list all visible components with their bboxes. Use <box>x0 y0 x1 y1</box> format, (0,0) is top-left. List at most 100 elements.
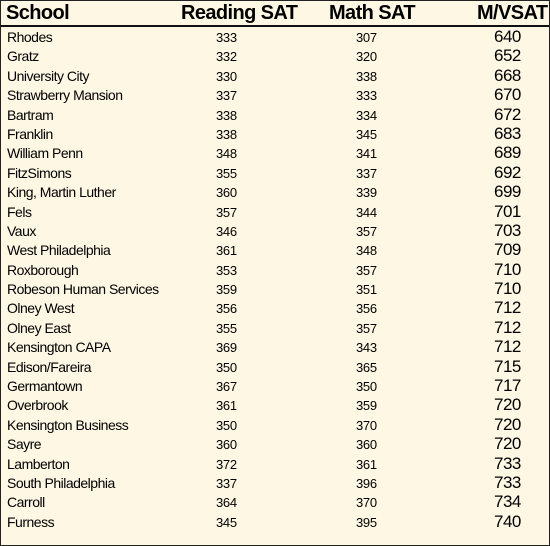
table-row: West Philadelphia 361 348 709 <box>1 241 549 260</box>
mvsat-cell: 703 <box>494 220 521 240</box>
reading-sat-cell: 360 <box>216 437 237 453</box>
table-row: Kensington Business 350 370 720 <box>1 415 549 435</box>
math-sat-cell: 361 <box>356 456 377 472</box>
school-cell: FitzSimons <box>7 164 72 181</box>
table-row: Overbrook 361 359 720 <box>1 396 549 415</box>
school-cell: Kensington Business <box>7 416 129 433</box>
school-cell: Carroll <box>7 494 45 511</box>
table-row: Edison/Fareira 350 365 715 <box>1 356 549 377</box>
school-cell: King, Martin Luther <box>7 184 116 201</box>
table-row: Olney West 356 356 712 <box>1 299 549 318</box>
school-cell: Strawberry Mansion <box>7 87 123 104</box>
school-cell: West Philadelphia <box>7 242 111 259</box>
table-header: School Reading SAT Math SAT M/VSAT <box>1 1 549 27</box>
math-sat-cell: 357 <box>356 320 377 336</box>
reading-sat-cell: 361 <box>216 398 237 414</box>
school-cell: Robeson Human Services <box>7 281 159 298</box>
reading-sat-cell: 338 <box>216 107 237 123</box>
reading-sat-cell: 338 <box>216 126 237 142</box>
table-row: Sayre 360 360 720 <box>1 435 549 454</box>
reading-sat-cell: 364 <box>216 495 237 511</box>
mvsat-cell: 652 <box>494 46 521 66</box>
school-cell: Fels <box>7 203 32 220</box>
school-cell: South Philadelphia <box>7 474 115 491</box>
table-row: Rhodes 333 307 640 <box>1 28 549 47</box>
reading-sat-cell: 333 <box>216 30 237 45</box>
school-cell: Vaux <box>7 222 36 239</box>
school-cell: Bartram <box>7 106 54 123</box>
mvsat-cell: 733 <box>494 453 521 473</box>
table-row: Vaux 346 357 703 <box>1 220 549 241</box>
reading-sat-cell: 330 <box>216 68 237 84</box>
school-cell: Olney West <box>7 300 75 317</box>
reading-sat-cell: 355 <box>216 165 237 181</box>
math-sat-cell: 360 <box>356 437 377 453</box>
reading-sat-cell: 345 <box>216 514 237 530</box>
column-header-school: School <box>6 2 70 24</box>
math-sat-cell: 351 <box>356 282 377 298</box>
mvsat-cell: 668 <box>494 65 521 85</box>
table-row: Strawberry Mansion 337 333 670 <box>1 86 549 105</box>
school-cell: Sayre <box>7 436 42 453</box>
reading-sat-cell: 332 <box>216 49 237 65</box>
mvsat-cell: 734 <box>494 492 521 512</box>
table-row: Robeson Human Services 359 351 710 <box>1 280 549 299</box>
table-row: Furness 345 395 740 <box>1 511 549 532</box>
mvsat-cell: 740 <box>494 511 521 531</box>
reading-sat-cell: 348 <box>216 146 237 162</box>
table-row: South Philadelphia 337 396 733 <box>1 473 549 493</box>
school-cell: Edison/Fareira <box>7 358 92 375</box>
math-sat-cell: 357 <box>356 223 377 239</box>
table-row: Franklin 338 345 683 <box>1 124 549 144</box>
school-cell: Olney East <box>7 319 71 336</box>
math-sat-cell: 395 <box>356 514 377 530</box>
mvsat-cell: 712 <box>494 317 521 337</box>
math-sat-cell: 359 <box>356 398 377 414</box>
reading-sat-cell: 350 <box>216 359 237 375</box>
school-cell: University City <box>7 67 89 84</box>
school-cell: Germantown <box>7 378 83 395</box>
school-cell: Furness <box>7 513 55 530</box>
school-cell: Franklin <box>7 125 53 142</box>
reading-sat-cell: 359 <box>216 282 237 298</box>
table-row: Carroll 364 370 734 <box>1 493 549 512</box>
school-cell: Kensington CAPA <box>7 339 111 356</box>
math-sat-cell: 343 <box>356 340 377 356</box>
reading-sat-cell: 346 <box>216 223 237 239</box>
mvsat-cell: 701 <box>494 201 521 221</box>
math-sat-cell: 334 <box>356 107 377 123</box>
math-sat-cell: 320 <box>356 49 377 65</box>
reading-sat-cell: 350 <box>216 417 237 433</box>
math-sat-cell: 307 <box>356 30 377 45</box>
mvsat-cell: 715 <box>494 356 521 376</box>
reading-sat-cell: 369 <box>216 340 237 356</box>
mvsat-cell: 670 <box>494 85 521 105</box>
mvsat-cell: 692 <box>494 162 521 182</box>
math-sat-cell: 370 <box>356 417 377 433</box>
column-header-mvsat: M/VSAT <box>477 2 548 24</box>
school-cell: Lamberton <box>7 455 70 472</box>
math-sat-cell: 333 <box>356 88 377 104</box>
reading-sat-cell: 361 <box>216 243 237 259</box>
column-header-reading-sat: Reading SAT <box>181 2 298 24</box>
table-row: Lamberton 372 361 733 <box>1 453 549 474</box>
table-body: Rhodes 333 307 640 Gratz 332 320 652 University … <box>1 28 549 532</box>
reading-sat-cell: 360 <box>216 185 237 201</box>
mvsat-cell: 710 <box>494 259 521 279</box>
table-row: Fels 357 344 701 <box>1 201 549 222</box>
school-cell: Rhodes <box>7 29 53 45</box>
mvsat-cell: 709 <box>494 240 521 260</box>
table-row: Gratz 332 320 652 <box>1 47 549 66</box>
table-row: Bartram 338 334 672 <box>1 105 549 125</box>
mvsat-cell: 720 <box>494 434 521 454</box>
table-row: Germantown 367 350 717 <box>1 377 549 396</box>
school-cell: William Penn <box>7 145 83 162</box>
reading-sat-cell: 372 <box>216 456 237 472</box>
reading-sat-cell: 353 <box>216 262 237 278</box>
reading-sat-cell: 337 <box>216 88 237 104</box>
math-sat-cell: 348 <box>356 243 377 259</box>
table-row: King, Martin Luther 360 339 699 <box>1 183 549 202</box>
math-sat-cell: 365 <box>356 359 377 375</box>
math-sat-cell: 350 <box>356 379 377 395</box>
